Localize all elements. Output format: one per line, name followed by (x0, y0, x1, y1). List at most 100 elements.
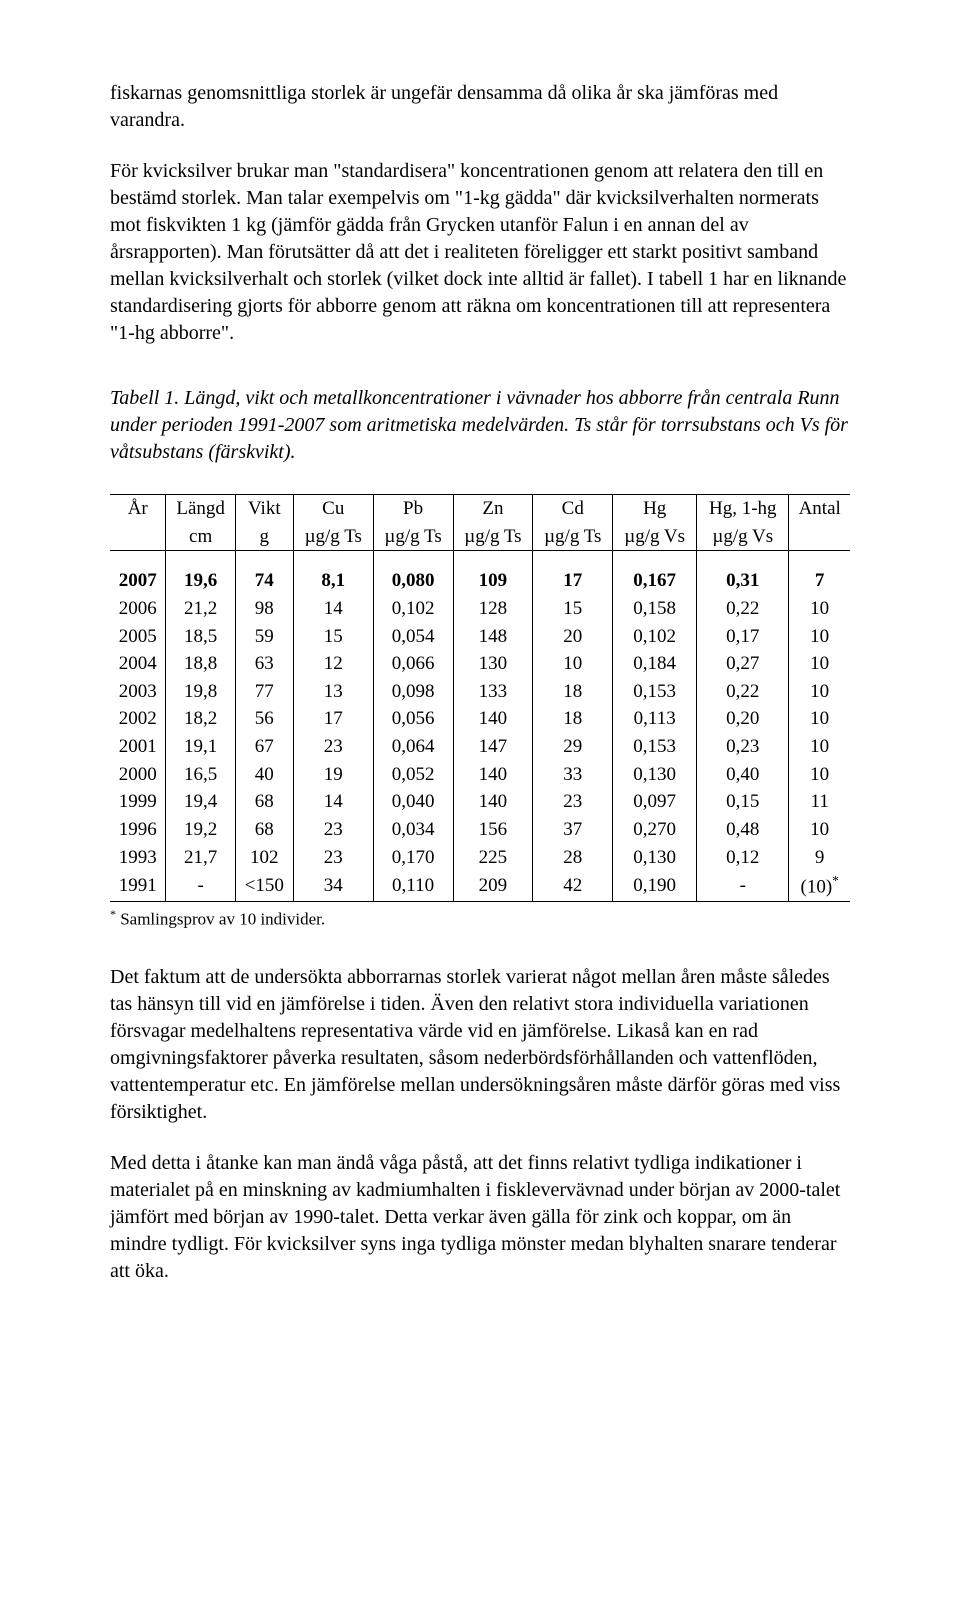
table-cell: 0,130 (613, 761, 697, 789)
table-cell: 63 (235, 650, 293, 678)
col-cd: Cd (533, 495, 613, 523)
table-cell: 21,7 (166, 844, 235, 872)
col-hg: Hg (613, 495, 697, 523)
table-row: 200621,298140,102128150,1580,2210 (110, 595, 850, 623)
col-hg1hg-unit: µg/g Vs (697, 523, 789, 551)
table-cell: 23 (293, 816, 373, 844)
table-cell: 0,170 (373, 844, 453, 872)
table-cell: 10 (789, 816, 850, 844)
table-cell: 0,158 (613, 595, 697, 623)
table-cell: 29 (533, 733, 613, 761)
table-cell: 18,5 (166, 623, 235, 651)
table-cell: 1993 (110, 844, 166, 872)
table-cell: 0,31 (697, 567, 789, 595)
table-cell: 1991 (110, 871, 166, 901)
table-row: 199321,7102230,170225280,1300,129 (110, 844, 850, 872)
table-row: 200016,540190,052140330,1300,4010 (110, 761, 850, 789)
table-cell: (10)* (789, 871, 850, 901)
col-count-unit (789, 523, 850, 551)
table-cell: 7 (789, 567, 850, 595)
table-spacer-row (110, 551, 850, 568)
col-weight: Vikt (235, 495, 293, 523)
table-cell: 133 (453, 678, 533, 706)
table-cell: 10 (789, 705, 850, 733)
table-cell: 28 (533, 844, 613, 872)
table-cell: 13 (293, 678, 373, 706)
table-cell: 15 (293, 623, 373, 651)
table-cell: 2003 (110, 678, 166, 706)
table-cell: 15 (533, 595, 613, 623)
table-cell: 128 (453, 595, 533, 623)
table-cell: 0,20 (697, 705, 789, 733)
table-cell: 109 (453, 567, 533, 595)
table-cell: 14 (293, 595, 373, 623)
table-cell: 19,2 (166, 816, 235, 844)
table-body: 200719,6748,10,080109170,1670,317200621,… (110, 551, 850, 902)
table-cell: 0,15 (697, 788, 789, 816)
table-cell: 10 (789, 761, 850, 789)
table-cell: 147 (453, 733, 533, 761)
col-cu-unit: µg/g Ts (293, 523, 373, 551)
table-cell: - (166, 871, 235, 901)
table-cell: 0,22 (697, 595, 789, 623)
table-cell: 10 (533, 650, 613, 678)
table-row: 200518,559150,054148200,1020,1710 (110, 623, 850, 651)
col-zn-unit: µg/g Ts (453, 523, 533, 551)
table-cell: 0,066 (373, 650, 453, 678)
table-cell: 2004 (110, 650, 166, 678)
table-cell: 23 (293, 733, 373, 761)
col-length-unit: cm (166, 523, 235, 551)
table-cell: 0,270 (613, 816, 697, 844)
table-cell: 40 (235, 761, 293, 789)
paragraph-1: fiskarnas genomsnittliga storlek är unge… (110, 80, 850, 134)
table-cell: 10 (789, 650, 850, 678)
table-row: 200719,6748,10,080109170,1670,317 (110, 567, 850, 595)
col-hg1hg: Hg, 1-hg (697, 495, 789, 523)
table-cell: 59 (235, 623, 293, 651)
col-cu: Cu (293, 495, 373, 523)
table-cell: 0,098 (373, 678, 453, 706)
table-cell: 8,1 (293, 567, 373, 595)
table-cell: 19,1 (166, 733, 235, 761)
col-cd-unit: µg/g Ts (533, 523, 613, 551)
table-cell: 0,190 (613, 871, 697, 901)
table-cell: 140 (453, 788, 533, 816)
table-cell: 68 (235, 788, 293, 816)
table-cell: 18,8 (166, 650, 235, 678)
table-cell: 19 (293, 761, 373, 789)
table-cell: 19,8 (166, 678, 235, 706)
table-cell: 37 (533, 816, 613, 844)
table-cell: 0,102 (373, 595, 453, 623)
table-cell: 0,12 (697, 844, 789, 872)
col-pb: Pb (373, 495, 453, 523)
table-cell: 10 (789, 595, 850, 623)
table-cell: 1996 (110, 816, 166, 844)
table-cell: 10 (789, 733, 850, 761)
table-cell: 21,2 (166, 595, 235, 623)
col-weight-unit: g (235, 523, 293, 551)
table-cell: 0,22 (697, 678, 789, 706)
table-cell: 130 (453, 650, 533, 678)
table-cell: - (697, 871, 789, 901)
table-cell: 0,113 (613, 705, 697, 733)
table-cell: 0,102 (613, 623, 697, 651)
paragraph-2: För kvicksilver brukar man "standardiser… (110, 158, 850, 347)
table-cell: 148 (453, 623, 533, 651)
table-cell: 0,040 (373, 788, 453, 816)
table-cell: 156 (453, 816, 533, 844)
table-cell: 98 (235, 595, 293, 623)
table-cell: 0,153 (613, 733, 697, 761)
table-footnote: * Samlingsprov av 10 individer. (110, 906, 850, 932)
table-cell: 0,097 (613, 788, 697, 816)
table-cell: 0,110 (373, 871, 453, 901)
col-zn: Zn (453, 495, 533, 523)
table-caption: Tabell 1. Längd, vikt och metallkoncentr… (110, 385, 850, 466)
table-cell: 0,054 (373, 623, 453, 651)
table-cell: 209 (453, 871, 533, 901)
table-cell: 77 (235, 678, 293, 706)
table-cell: 19,4 (166, 788, 235, 816)
table-cell: 0,184 (613, 650, 697, 678)
table-cell: 0,40 (697, 761, 789, 789)
col-pb-unit: µg/g Ts (373, 523, 453, 551)
table-row: 200119,167230,064147290,1530,2310 (110, 733, 850, 761)
